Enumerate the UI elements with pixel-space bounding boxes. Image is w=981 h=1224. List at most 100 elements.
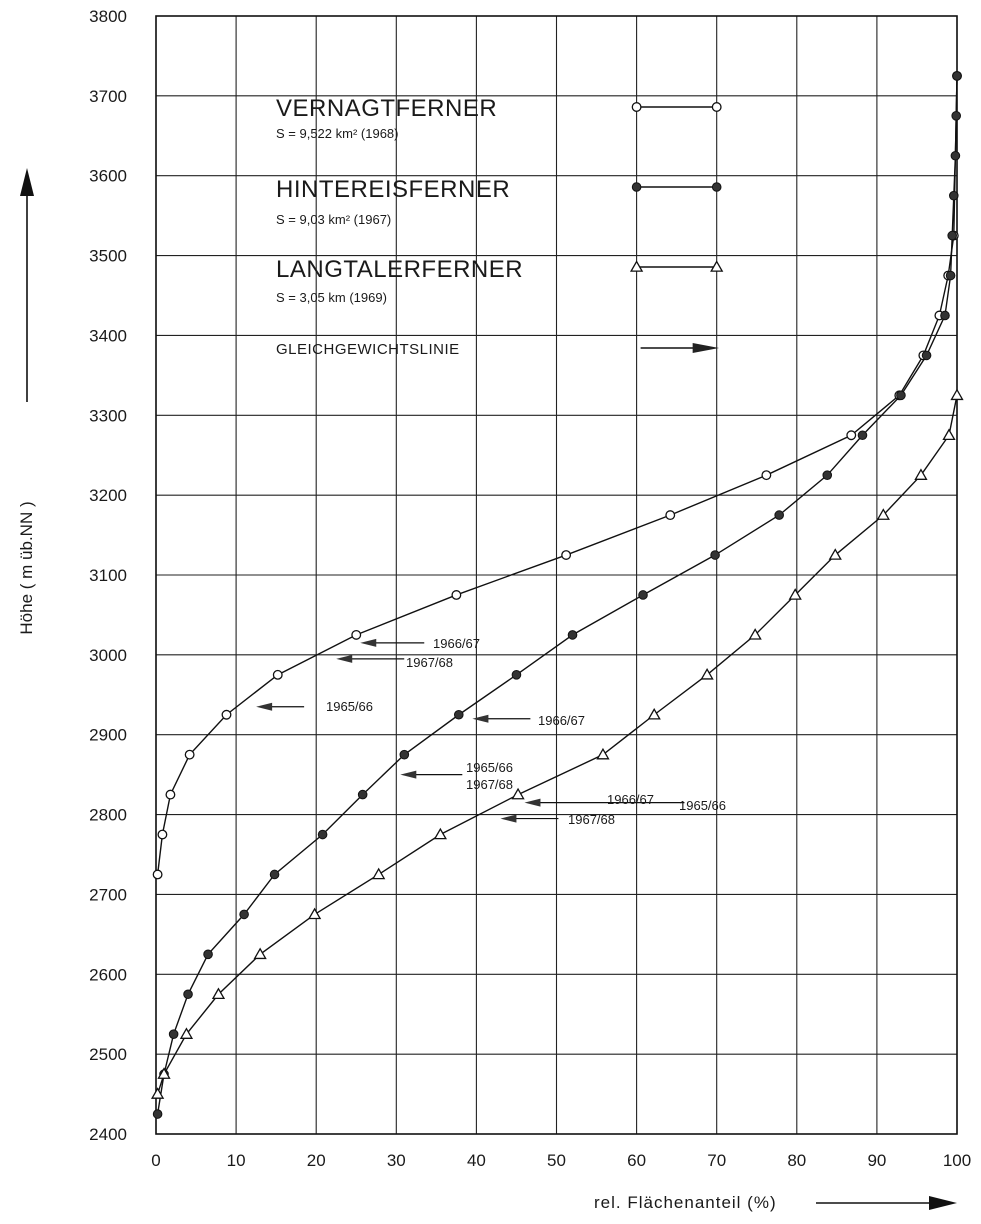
- data-point: [951, 111, 961, 121]
- legend-title-hintereisferner: HINTEREISFERNER: [276, 176, 510, 203]
- legend-title-langtalerferner: LANGTALERFERNER: [276, 256, 523, 283]
- y-tick-labels: 2400 2500 2600 2700 2800 2900 3000 3100 3200 3300…: [89, 7, 127, 1144]
- data-point: [761, 470, 772, 481]
- annotation-label: 1966/67: [607, 792, 654, 807]
- y-tick-label: 2600: [89, 965, 127, 984]
- annotation-label: 1966/67: [538, 713, 585, 728]
- x-tick-label: 90: [867, 1151, 886, 1170]
- data-point: [940, 310, 950, 321]
- x-tick-label: 60: [627, 1151, 646, 1170]
- data-point: [183, 989, 193, 1000]
- arrow-head: [256, 702, 273, 711]
- data-point: [152, 869, 163, 880]
- y-tick-label: 2400: [89, 1125, 127, 1144]
- annotation-arrow: [472, 714, 531, 723]
- x-axis-arrow: [816, 1196, 957, 1210]
- x-axis-title: rel. Flächenanteil (%): [594, 1193, 777, 1212]
- legend-sample-marker: [710, 260, 724, 272]
- data-point: [948, 190, 959, 201]
- data-point: [272, 669, 283, 680]
- data-point: [150, 1087, 165, 1099]
- annotation-label: 1967/68: [406, 655, 453, 670]
- data-point: [239, 909, 249, 920]
- data-point: [596, 747, 610, 760]
- series-hintereisferner: [152, 71, 962, 1119]
- legend-sample-marker: [629, 260, 644, 272]
- data-point: [372, 867, 386, 880]
- y-tick-label: 3800: [89, 7, 127, 26]
- data-point: [945, 270, 956, 281]
- arrow-head: [336, 654, 353, 663]
- data-point: [700, 668, 714, 680]
- data-point: [399, 749, 410, 760]
- annotation-arrow: [360, 638, 425, 647]
- data-point: [211, 987, 226, 1000]
- y-tick-label: 3500: [89, 247, 127, 266]
- legend-sample-marker: [711, 102, 722, 112]
- data-point: [307, 907, 322, 920]
- data-point: [567, 630, 578, 640]
- legend-sample-marker: [711, 182, 722, 192]
- data-point: [828, 548, 842, 560]
- y-tick-label: 3300: [89, 406, 127, 425]
- equilibrium-annotations: 1966/67 1967/68 1965/66 1966/67 1965/66 1967/…: [256, 636, 726, 827]
- data-point: [203, 949, 213, 960]
- series-line: [156, 75, 958, 1115]
- y-tick-label: 2800: [89, 806, 127, 825]
- annotation-label: 1967/68: [568, 812, 615, 827]
- series-vernagtferner: [152, 70, 962, 880]
- y-tick-label: 3100: [89, 566, 127, 585]
- annotation-arrow: [524, 798, 685, 807]
- data-point: [152, 1109, 163, 1119]
- annotation-label: 1965/66: [326, 699, 373, 714]
- y-tick-label: 3000: [89, 646, 127, 665]
- data-point: [774, 510, 784, 520]
- data-point: [846, 430, 857, 441]
- data-point: [952, 71, 962, 81]
- data-point: [357, 789, 368, 800]
- x-tick-label: 70: [707, 1151, 726, 1170]
- arrow-head: [500, 814, 517, 823]
- x-tick-label: 30: [387, 1151, 406, 1170]
- y-tick-label: 3400: [89, 326, 127, 345]
- data-point: [157, 1067, 171, 1079]
- data-point: [896, 390, 906, 401]
- x-tick-label: 50: [547, 1151, 566, 1170]
- legend-title-equilibrium: GLEICHGEWICHTSLINIE: [276, 341, 460, 358]
- arrow-head: [400, 770, 417, 779]
- data-point: [165, 789, 176, 800]
- arrow-head: [524, 798, 541, 807]
- x-tick-label: 20: [307, 1151, 326, 1170]
- x-tick-labels: 0 10 20 30 40 50 60 70 80 90 100: [151, 1151, 971, 1170]
- data-point: [168, 1029, 179, 1039]
- data-point: [638, 590, 648, 600]
- data-point: [253, 947, 267, 960]
- y-tick-label: 2700: [89, 885, 127, 904]
- series: [150, 70, 964, 1119]
- data-point: [184, 749, 195, 760]
- annotation-arrow: [400, 770, 463, 779]
- x-tick-label: 0: [151, 1151, 160, 1170]
- legend: VERNAGTFERNER S = 9,522 km² (1968) HINTE…: [276, 95, 724, 358]
- annotation-label: 1966/67: [433, 636, 480, 651]
- data-point: [511, 670, 522, 680]
- annotation-label: 1965/66: [466, 760, 513, 775]
- data-point: [317, 829, 328, 840]
- x-tick-label: 10: [227, 1151, 246, 1170]
- data-point: [788, 588, 802, 600]
- y-axis-title: Höhe ( m üb.NN ): [17, 501, 36, 634]
- data-point: [179, 1027, 194, 1039]
- x-tick-label: 100: [943, 1151, 971, 1170]
- data-point: [914, 468, 928, 480]
- annotation-arrow: [500, 814, 559, 823]
- annotation-label: 1965/66: [679, 798, 726, 813]
- data-point: [453, 709, 464, 720]
- y-tick-label: 3700: [89, 87, 127, 106]
- data-point: [947, 230, 957, 241]
- series-line: [156, 75, 958, 875]
- annotation-arrow: [256, 702, 305, 711]
- data-point: [710, 550, 720, 560]
- data-point: [269, 869, 280, 880]
- data-point: [748, 628, 762, 640]
- x-tick-label: 40: [467, 1151, 486, 1170]
